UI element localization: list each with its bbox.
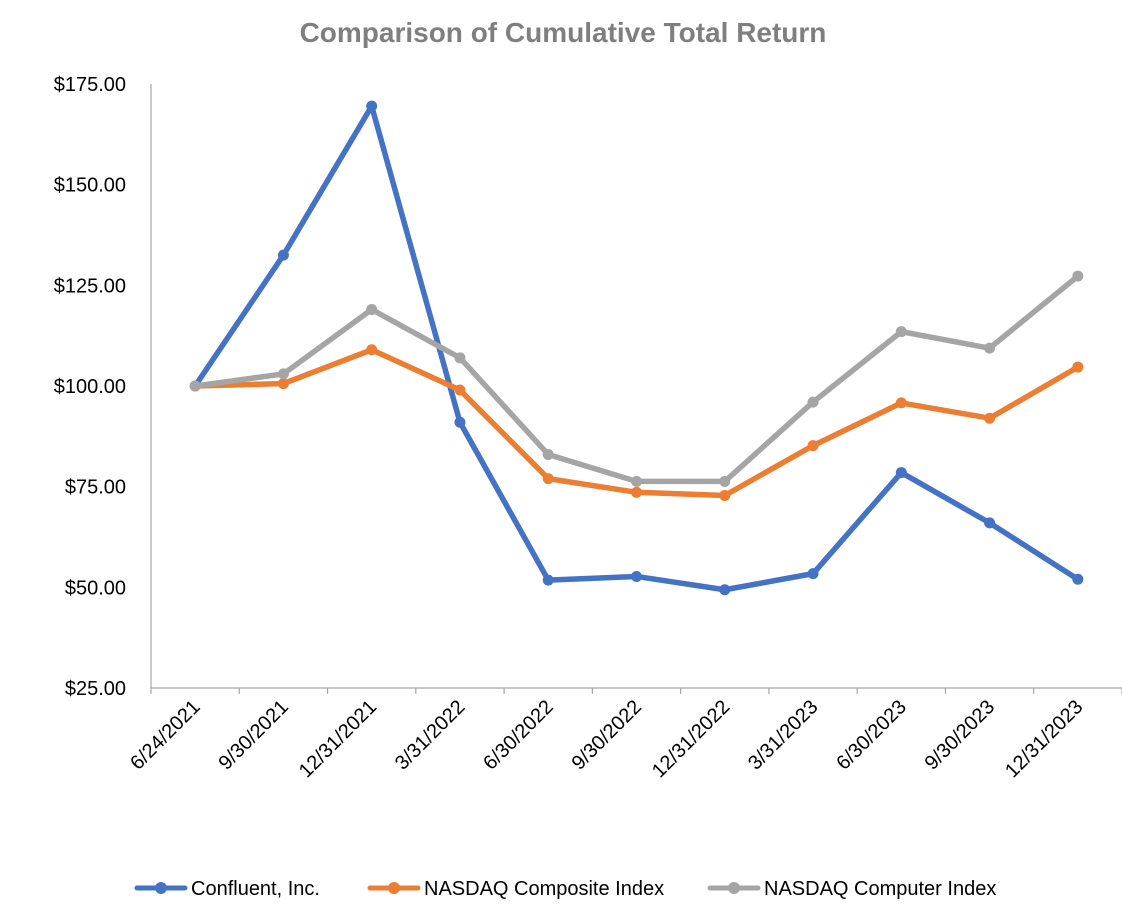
data-point <box>454 352 466 364</box>
data-point <box>366 344 378 356</box>
data-point <box>807 568 819 580</box>
y-tick-label: $150.00 <box>54 175 126 197</box>
data-point <box>631 475 642 487</box>
data-point <box>984 412 996 424</box>
series-group <box>189 270 1084 487</box>
legend-swatch-marker <box>728 882 740 894</box>
x-axis-ticks: 6/24/2021 9/30/2021 12/31/2021 3/31/2022 6/3… <box>126 688 1122 782</box>
data-point <box>719 475 731 487</box>
legend: Confluent, Inc. NASDAQ Composite Index NAS… <box>134 878 996 900</box>
legend-label: NASDAQ Computer Index <box>764 878 996 900</box>
x-tick-label: 6/30/2022 <box>479 696 557 774</box>
data-point <box>542 473 554 485</box>
x-tick-label: 6/30/2023 <box>832 696 910 774</box>
data-point <box>189 380 201 392</box>
data-point <box>984 517 996 529</box>
x-tick-label: 6/24/2021 <box>126 696 204 774</box>
legend-item: NASDAQ Computer Index <box>707 878 996 900</box>
x-tick-label: 12/31/2022 <box>648 696 734 782</box>
x-tick-label: 3/31/2023 <box>744 696 822 774</box>
series-lines <box>189 100 1084 596</box>
data-point <box>1072 270 1084 282</box>
data-point <box>984 342 996 354</box>
data-point <box>895 467 907 479</box>
data-point <box>454 416 466 428</box>
data-point <box>719 584 731 596</box>
data-point <box>1072 361 1084 373</box>
x-tick-label: 9/30/2021 <box>214 696 292 774</box>
x-tick-label: 12/31/2021 <box>295 696 381 782</box>
data-point <box>277 368 289 380</box>
x-tick-label: 12/31/2023 <box>1001 696 1087 782</box>
data-point <box>542 574 554 586</box>
y-tick-label: $175.00 <box>54 74 126 96</box>
data-point <box>631 570 642 582</box>
legend-swatch-marker <box>388 882 400 894</box>
data-point <box>1072 573 1084 585</box>
series-line <box>192 347 1081 499</box>
data-point <box>807 396 819 408</box>
data-point <box>366 303 378 315</box>
x-tick-label: 9/30/2023 <box>921 696 999 774</box>
series-line <box>192 273 1081 485</box>
series-group <box>189 100 1084 596</box>
data-point <box>366 100 378 112</box>
data-point <box>542 448 554 460</box>
y-axis-tick-labels: $25.00 $50.00 $75.00 $100.00 $125.00 $150.00 $… <box>54 74 126 700</box>
x-tick-label: 3/31/2022 <box>391 696 469 774</box>
y-tick-label: $50.00 <box>65 577 126 599</box>
series-group <box>189 344 1084 502</box>
series-line <box>192 103 1081 593</box>
legend-item: NASDAQ Composite Index <box>367 878 664 900</box>
legend-label: NASDAQ Composite Index <box>424 878 664 900</box>
chart-title: Comparison of Cumulative Total Return <box>300 17 827 48</box>
x-tick-label: 9/30/2022 <box>568 696 646 774</box>
legend-item: Confluent, Inc. <box>134 878 320 900</box>
data-point <box>895 326 907 338</box>
data-point <box>277 249 289 261</box>
data-point <box>895 397 907 409</box>
data-point <box>454 384 466 396</box>
y-tick-label: $125.00 <box>54 275 126 297</box>
data-point <box>277 378 289 390</box>
data-point <box>631 486 642 498</box>
y-tick-label: $100.00 <box>54 376 126 398</box>
legend-label: Confluent, Inc. <box>191 878 320 900</box>
y-tick-label: $25.00 <box>65 678 126 700</box>
data-point <box>807 440 819 452</box>
legend-swatch-marker <box>155 882 167 894</box>
y-tick-label: $75.00 <box>65 477 126 499</box>
data-point <box>719 490 731 502</box>
